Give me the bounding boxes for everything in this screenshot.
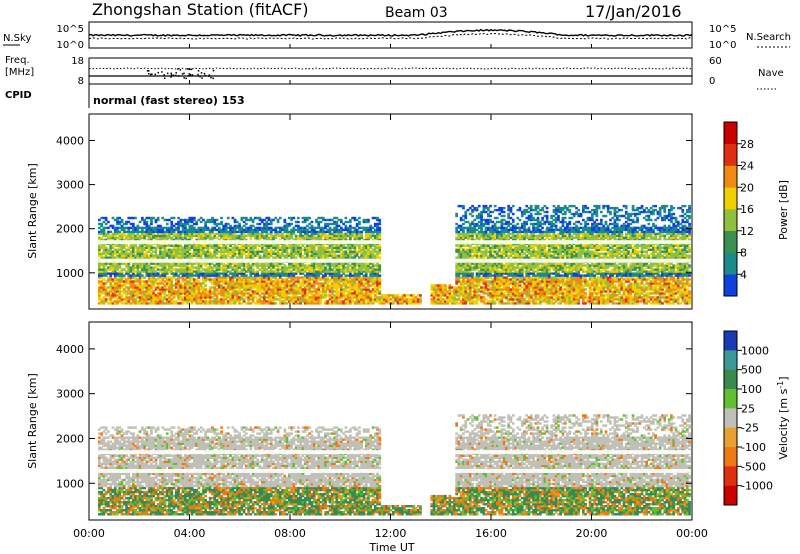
x-tick-label: 04:00 [174, 527, 206, 540]
nsky-trace [88, 28, 693, 37]
colorbar-tick-label: 4 [740, 268, 747, 281]
nsearch-axis-label: N.Search [746, 32, 791, 43]
colorbar-swatch [724, 350, 737, 370]
station-title: Zhongshan Station (fitACF) [92, 0, 309, 19]
colorbar-swatch [724, 187, 737, 210]
cpid-text: normal (fast stereo) 153 [93, 94, 245, 107]
x-tick-label: 08:00 [274, 527, 306, 540]
colorbar-swatch [724, 447, 737, 467]
colorbar-swatch [724, 427, 737, 448]
nsky-axis-label: N.Sky [3, 33, 31, 44]
colorbar-swatch [724, 408, 737, 428]
velocity-colorbar: 1000 500 100 25 -25 -100 -500 -1000 Velocity [m… [723, 330, 790, 506]
colorbar-swatch [724, 389, 737, 409]
y-tick-label: 1000 [56, 477, 84, 490]
colorbar-tick-label: -500 [741, 460, 766, 473]
colorbar-swatch [724, 466, 737, 486]
velocity-data-cells [89, 414, 692, 516]
noise-tick-bottom-right: 10^0 [709, 40, 736, 51]
time-axis: 00:00 04:00 08:00 12:00 16:00 20:00 00:00 [73, 44, 708, 540]
y-tick-label: 2000 [56, 223, 84, 236]
colorbar-tick-label: -100 [741, 441, 766, 454]
velocity-y-label: Slant Range [km] [26, 373, 39, 469]
y-tick-label: 1000 [56, 267, 84, 280]
x-tick-label: 12:00 [375, 527, 407, 540]
freq-tick-top: 18 [71, 56, 84, 67]
colorbar-swatch [724, 252, 737, 275]
x-tick-label: 20:00 [576, 527, 608, 540]
colorbar-swatch [724, 122, 737, 145]
colorbar-swatch [724, 209, 737, 232]
cpid-panel: CPID normal (fast stereo) 153 [5, 84, 245, 108]
colorbar-tick-label: 100 [741, 383, 762, 396]
x-tick-label: 16:00 [475, 527, 507, 540]
nave-tick-top: 60 [709, 56, 722, 67]
colorbar-swatch [724, 331, 737, 351]
freq-axis-label-2: [MHz] [5, 67, 34, 78]
colorbar-tick-label: 16 [740, 203, 754, 216]
colorbar-tick-label: -25 [741, 422, 759, 435]
nave-axis-label: Nave [758, 68, 784, 79]
y-tick-label: 2000 [56, 432, 84, 445]
nsearch-trace [88, 32, 692, 40]
y-tick-label: 4000 [56, 343, 84, 356]
colorbar-swatch [724, 485, 737, 506]
velocity-panel: 1000 2000 3000 4000 Slant Range [km] [26, 321, 693, 521]
colorbar-tick-label: -1000 [741, 480, 773, 493]
nave-trace [88, 67, 693, 70]
noise-tick-bottom-left: 10^0 [57, 40, 84, 51]
x-tick-label: 00:00 [676, 527, 708, 540]
noise-panel: N.Sky 10^5 10^0 10^5 10^0 N.Search [3, 21, 791, 51]
colorbar-tick-label: 24 [740, 160, 754, 173]
colorbar-swatch [724, 143, 737, 166]
power-data-cells [89, 204, 692, 305]
cpid-axis-label: CPID [5, 90, 32, 101]
x-axis-label: Time UT [368, 541, 414, 554]
power-colorbar: 4 8 12 16 20 24 28 Power [dB] [723, 121, 790, 297]
colorbar-swatch [724, 230, 737, 253]
velocity-colorbar-label: Velocity [m s-1] [776, 376, 790, 459]
colorbar-tick-label: 28 [740, 138, 754, 151]
power-colorbar-label: Power [dB] [777, 180, 790, 240]
colorbar-tick-label: 25 [741, 402, 755, 415]
noise-tick-top-right: 10^5 [709, 24, 736, 35]
noise-tick-top-left: 10^5 [57, 24, 84, 35]
power-panel: 1000 2000 3000 4000 Slant Range [km] [26, 113, 693, 310]
colorbar-tick-label: 500 [741, 364, 762, 377]
colorbar-tick-label: 20 [740, 181, 754, 194]
date-label: 17/Jan/2016 [585, 2, 682, 21]
x-tick-label: 00:00 [73, 527, 105, 540]
colorbar-swatch [724, 369, 737, 390]
colorbar-swatch [724, 165, 737, 188]
power-y-label: Slant Range [km] [26, 163, 39, 259]
freq-panel: Freq. [MHz] 18 8 60 0 Nave [5, 55, 784, 90]
beam-label: Beam 03 [385, 5, 448, 21]
freq-axis-label-1: Freq. [5, 55, 30, 66]
colorbar-tick-label: 1000 [741, 344, 769, 357]
nave-tick-bottom: 0 [709, 76, 715, 87]
y-tick-label: 4000 [56, 134, 84, 147]
y-tick-label: 3000 [56, 179, 84, 192]
freq-tick-bottom: 8 [78, 76, 84, 87]
colorbar-tick-label: 8 [740, 247, 747, 260]
y-tick-label: 3000 [56, 388, 84, 401]
colorbar-tick-label: 12 [740, 225, 754, 238]
colorbar-swatch [724, 274, 737, 297]
nave-scatter-points [146, 68, 215, 80]
